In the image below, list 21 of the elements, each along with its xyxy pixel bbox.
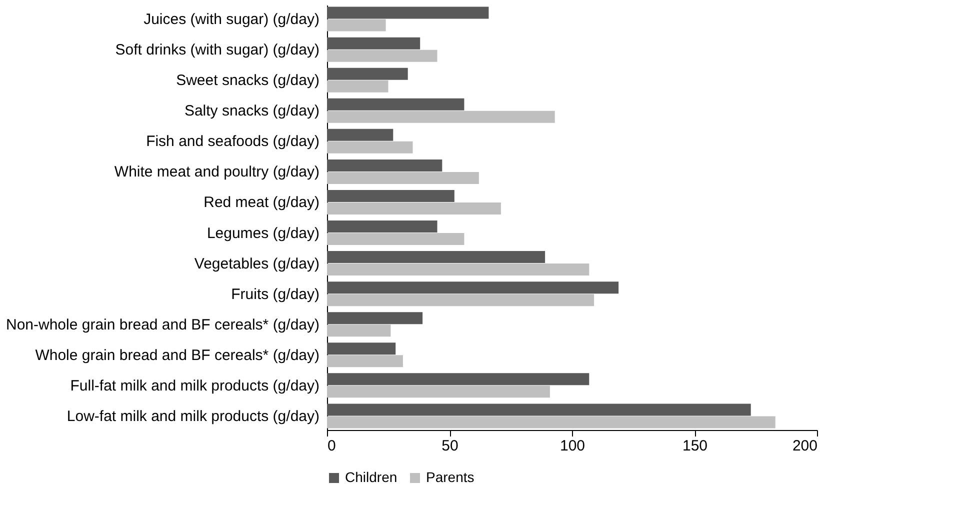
y-tick-label: Fruits (g/day) [231, 286, 320, 303]
y-tick-label: Fish and seafoods (g/day) [146, 133, 320, 150]
y-tick-label: Juices (with sugar) (g/day) [144, 11, 320, 28]
legend-label: Parents [426, 469, 474, 485]
y-tick-label: White meat and poultry (g/day) [114, 164, 320, 181]
y-tick-label: Salty snacks (g/day) [184, 102, 320, 120]
y-tick-label: Low-fat milk and milk products (g/day) [66, 408, 320, 425]
y-tick-label: Sweet snacks (g/day) [176, 72, 320, 90]
x-tick-label: 50 [442, 438, 458, 454]
y-tick-label: Full-fat milk and milk products (g/day) [70, 377, 320, 394]
y-tick-label: Whole grain bread and BF cereals* (g/day) [35, 346, 320, 364]
x-tick-label: 100 [560, 438, 586, 454]
y-tick-label: Non-whole grain bread and BF cereals* (g/day) [6, 316, 320, 334]
x-tick-label: 200 [792, 438, 818, 454]
x-tick-label: 150 [682, 438, 708, 454]
y-tick-label: Red meat (g/day) [204, 194, 320, 212]
legend-label: Children [345, 469, 398, 485]
y-tick-label: Vegetables (g/day) [194, 255, 320, 272]
y-tick-label: Legumes (g/day) [206, 224, 320, 242]
x-tick-label: 0 [328, 438, 336, 454]
y-tick-label: Soft drinks (with sugar) (g/day) [115, 42, 320, 59]
